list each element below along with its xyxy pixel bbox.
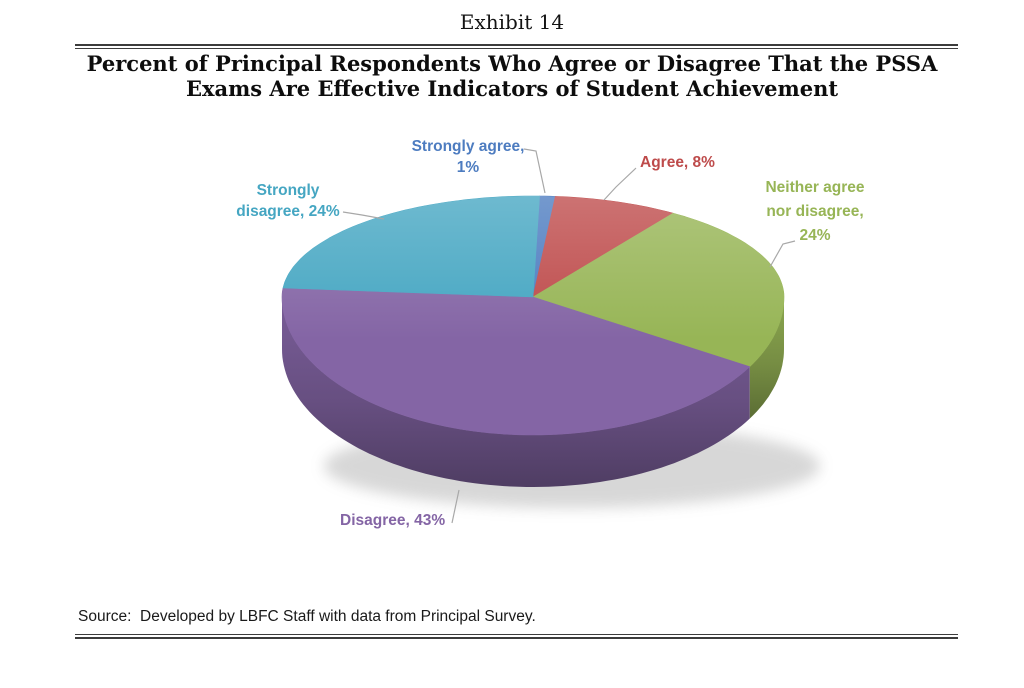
chart-title: Percent of Principal Respondents Who Agr…: [0, 51, 1024, 101]
label-leader-line-4: [342, 211, 385, 220]
slice-label-disagree: Disagree, 43%: [340, 512, 446, 529]
top-double-rule: [75, 44, 958, 49]
slice-label-agree: Agree, 8%: [640, 154, 715, 171]
exhibit-label: Exhibit 14: [459, 10, 565, 34]
label-leader-line-1: [603, 167, 637, 201]
slice-label-neither-agree-nor-disagree: Neither agree nor disagree, 24%: [765, 179, 865, 244]
slice-label-strongly-disagree: Strongly disagree, 24%: [236, 182, 340, 220]
pie-top-shine: [282, 196, 784, 435]
label-leader-line-2: [769, 240, 796, 268]
source-note: Source: Developed by LBFC Staff with dat…: [78, 608, 536, 625]
pie-wall-disagree: [282, 297, 750, 487]
chart-title-line1: Percent of Principal Respondents Who Agr…: [86, 51, 938, 76]
bottom-double-rule: [75, 634, 958, 639]
slice-label-strongly-agree: Strongly agree, 1%: [411, 138, 525, 176]
chart-title-line2: Exams Are Effective Indicators of Studen…: [185, 76, 839, 101]
pie-wall-neither-agree-nor-disagree: [749, 297, 784, 419]
label-leader-line-3: [451, 489, 460, 524]
label-leader-line-0: [523, 148, 546, 194]
